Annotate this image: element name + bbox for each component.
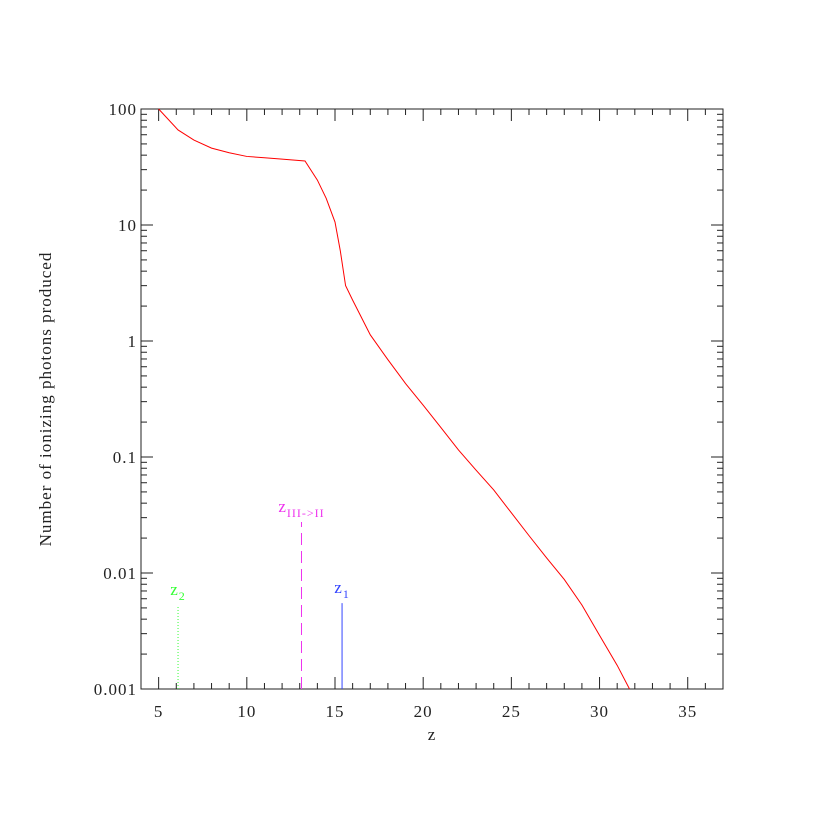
data-line (158, 108, 630, 690)
x-tick-label: 25 (502, 702, 521, 721)
marker-label-main: z (334, 578, 343, 597)
y-tick-label: 0.1 (113, 448, 137, 467)
y-tick-label: 1 (128, 332, 138, 351)
marker-label: z1 (334, 578, 350, 601)
x-tick-label: 15 (326, 702, 345, 721)
marker-label: zIII->II (278, 497, 324, 520)
y-tick-label: 0.01 (103, 564, 137, 583)
marker-label-sub: 1 (343, 587, 350, 601)
y-tick-label: 10 (118, 216, 137, 235)
marker-label-sub: 2 (179, 589, 186, 603)
plot-frame (140, 108, 724, 690)
x-tick-label: 30 (590, 702, 609, 721)
x-tick-label: 35 (678, 702, 697, 721)
y-tick-label: 0.001 (94, 680, 137, 699)
x-tick-label: 20 (414, 702, 433, 721)
marker-label-sub: III->II (287, 506, 325, 520)
x-tick-label: 5 (154, 702, 164, 721)
marker-label: z2 (170, 580, 186, 603)
y-tick-label: 100 (109, 100, 138, 119)
y-axis-label: Number of ionizing photons produced (36, 252, 55, 547)
marker-label-main: z (278, 497, 287, 516)
x-tick-label: 10 (237, 702, 256, 721)
marker-label-main: z (170, 580, 179, 599)
x-axis-label: z (428, 725, 437, 744)
